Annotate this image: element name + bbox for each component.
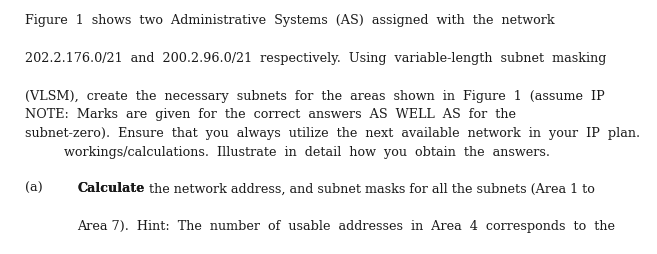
Text: workings/calculations.  Illustrate  in  detail  how  you  obtain  the  answers.: workings/calculations. Illustrate in det… [64, 146, 551, 158]
Text: 202.2.176.0/21  and  200.2.96.0/21  respectively.  Using  variable-length  subne: 202.2.176.0/21 and 200.2.96.0/21 respect… [25, 52, 606, 65]
Text: subnet-zero).  Ensure  that  you  always  utilize  the  next  available  network: subnet-zero). Ensure that you always uti… [25, 127, 640, 140]
Text: Calculate: Calculate [78, 182, 145, 195]
Text: (a): (a) [25, 182, 43, 195]
Text: Figure  1  shows  two  Administrative  Systems  (AS)  assigned  with  the  netwo: Figure 1 shows two Administrative System… [25, 14, 555, 27]
Text: (VLSM),  create  the  necessary  subnets  for  the  areas  shown  in  Figure  1 : (VLSM), create the necessary subnets for… [25, 89, 604, 102]
Text: Area 7).  Hint:  The  number  of  usable  addresses  in  Area  4  corresponds  t: Area 7). Hint: The number of usable addr… [78, 219, 616, 232]
Text: the network address, and subnet masks for all the subnets (Area 1 to: the network address, and subnet masks fo… [145, 182, 595, 195]
Text: NOTE:  Marks  are  given  for  the  correct  answers  AS  WELL  AS  for  the: NOTE: Marks are given for the correct an… [25, 108, 516, 121]
Text: Calculate: Calculate [78, 182, 145, 195]
